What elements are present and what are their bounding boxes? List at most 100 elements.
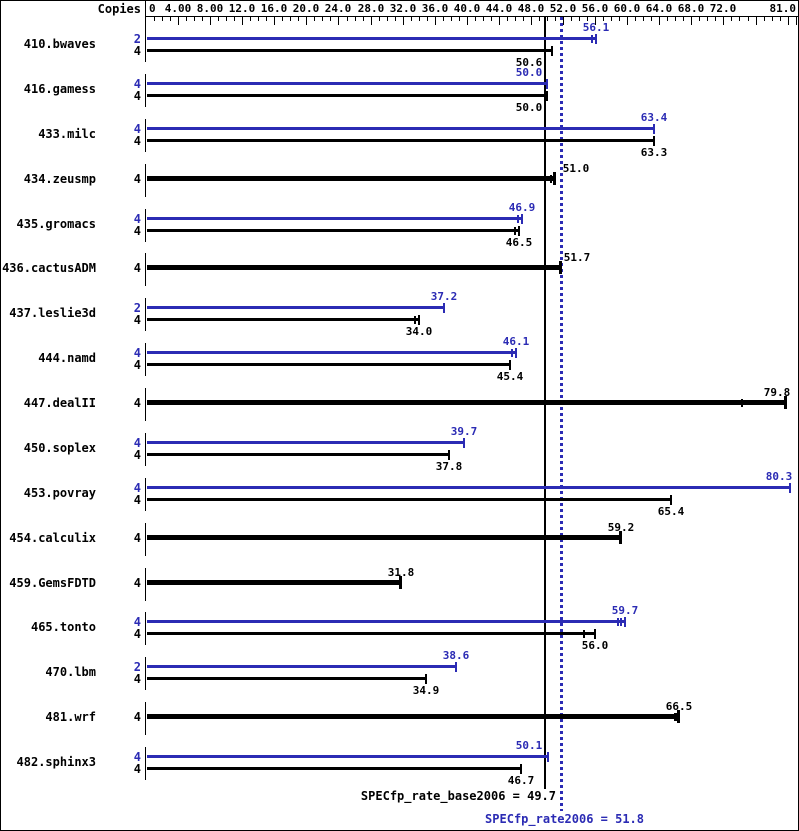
axis-tick-label: 68.0 <box>677 2 705 15</box>
benchmark-row-437.leslie3d: 437.leslie3d 2 37.2 4 34.0 <box>1 290 798 338</box>
axis-major-tick <box>595 17 596 25</box>
axis-major-tick <box>435 17 436 25</box>
axis-minor-tick <box>748 17 749 21</box>
copies-count-label: 4 <box>133 122 141 136</box>
bar-end-cap <box>520 764 522 774</box>
peak-bar <box>147 306 444 309</box>
benchmark-row-482.sphinx3: 482.sphinx3 4 50.1 4 46.7 <box>1 739 798 787</box>
axis-major-tick <box>659 17 660 25</box>
axis-tick-label: 40.0 <box>453 2 481 15</box>
copies-count-label: 2 <box>133 32 141 46</box>
axis-minor-tick <box>507 17 508 21</box>
bar-end-cap <box>515 348 517 358</box>
copies-count-label: 4 <box>133 762 141 776</box>
axis-major-tick <box>274 17 275 25</box>
bar-value-label: 56.1 <box>582 21 610 34</box>
bar-end-cap <box>595 34 597 44</box>
axis-minor-tick <box>539 17 540 21</box>
axis-minor-tick <box>154 17 155 21</box>
benchmark-row-433.milc: 433.milc 4 63.4 4 63.3 <box>1 111 798 159</box>
bar-value-label: 34.0 <box>405 325 433 338</box>
axis-minor-tick <box>282 17 283 21</box>
axis-tick-label: 72.0 <box>709 2 737 15</box>
axis-minor-tick <box>683 17 684 21</box>
axis-major-tick <box>723 17 724 25</box>
copies-count-label: 4 <box>133 212 141 226</box>
benchmark-label: 447.dealII <box>23 396 96 410</box>
axis-minor-tick <box>491 17 492 21</box>
benchmark-label: 437.leslie3d <box>9 306 96 320</box>
axis-major-tick <box>467 17 468 25</box>
axis-baseline-segment <box>145 29 146 62</box>
bar-value-label: 65.4 <box>657 505 685 518</box>
benchmark-row-435.gromacs: 435.gromacs 4 46.9 4 46.5 <box>1 201 798 249</box>
bar-value-label: 50.6 <box>515 56 543 69</box>
axis-minor-tick <box>475 17 476 21</box>
benchmark-label: 459.GemsFDTD <box>9 576 96 590</box>
copies-count-label: 4 <box>133 672 141 686</box>
axis-tick-label: 16.0 <box>260 2 288 15</box>
copies-column-header: Copies <box>97 2 141 16</box>
axis-major-tick <box>796 17 797 25</box>
axis-minor-tick <box>611 17 612 21</box>
axis-minor-tick <box>515 17 516 21</box>
bar-end-cap <box>789 483 791 493</box>
base-bar <box>147 714 679 719</box>
axis-minor-tick <box>226 17 227 21</box>
copies-count-label: 4 <box>133 313 141 327</box>
benchmark-label: 450.soplex <box>23 441 96 455</box>
axis-minor-tick <box>643 17 644 21</box>
base-bar <box>147 363 510 366</box>
bar-end-cap <box>677 710 680 723</box>
axis-major-tick <box>627 17 628 25</box>
copies-count-label: 4 <box>133 436 141 450</box>
axis-major-tick <box>788 17 789 25</box>
axis-minor-tick <box>699 17 700 21</box>
run-range-tick <box>591 35 593 43</box>
axis-minor-tick <box>194 17 195 21</box>
axis-minor-tick <box>419 17 420 21</box>
bar-end-cap <box>619 531 622 544</box>
axis-major-tick <box>531 17 532 25</box>
benchmark-label: 410.bwaves <box>23 37 96 51</box>
benchmark-row-481.wrf: 481.wrf 4 66.5 <box>1 696 798 741</box>
benchmark-row-450.soplex: 450.soplex 4 39.7 4 37.8 <box>1 425 798 473</box>
axis-minor-tick <box>459 17 460 21</box>
bar-value-label: 31.8 <box>387 566 415 579</box>
bar-end-cap <box>624 617 626 627</box>
bar-end-cap <box>418 315 420 325</box>
axis-minor-tick <box>363 17 364 21</box>
x-axis-ruler <box>145 16 798 17</box>
bar-value-label: 46.1 <box>502 335 530 348</box>
peak-bar <box>147 441 464 444</box>
axis-tick-label: 28.0 <box>357 2 385 15</box>
peak-bar <box>147 486 790 489</box>
benchmark-label: 436.cactusADM <box>2 261 96 275</box>
peak-bar <box>147 82 547 85</box>
copies-count-label: 4 <box>133 89 141 103</box>
axis-minor-tick <box>347 17 348 21</box>
bar-value-label: 34.9 <box>412 684 440 697</box>
axis-baseline-segment <box>145 343 146 376</box>
bar-value-label: 38.6 <box>442 649 470 662</box>
bar-value-label: 50.0 <box>515 66 543 79</box>
copies-count-label: 4 <box>133 346 141 360</box>
copies-count-label: 4 <box>133 358 141 372</box>
bar-end-cap <box>546 79 548 89</box>
copies-count-label: 4 <box>133 396 141 410</box>
axis-tick-label: 60.0 <box>613 2 641 15</box>
bar-value-label: 79.8 <box>763 386 791 399</box>
copies-count-label: 4 <box>133 448 141 462</box>
bar-end-cap <box>784 396 787 409</box>
benchmark-label: 465.tonto <box>30 620 96 634</box>
copies-count-label: 4 <box>133 172 141 186</box>
benchmark-row-470.lbm: 470.lbm 2 38.6 4 34.9 <box>1 649 798 697</box>
bar-end-cap <box>594 629 596 639</box>
bar-value-label: 51.7 <box>563 251 591 264</box>
axis-baseline-segment <box>145 657 146 690</box>
bar-end-cap <box>553 172 556 185</box>
run-range-tick <box>514 227 516 235</box>
axis-minor-tick <box>290 17 291 21</box>
